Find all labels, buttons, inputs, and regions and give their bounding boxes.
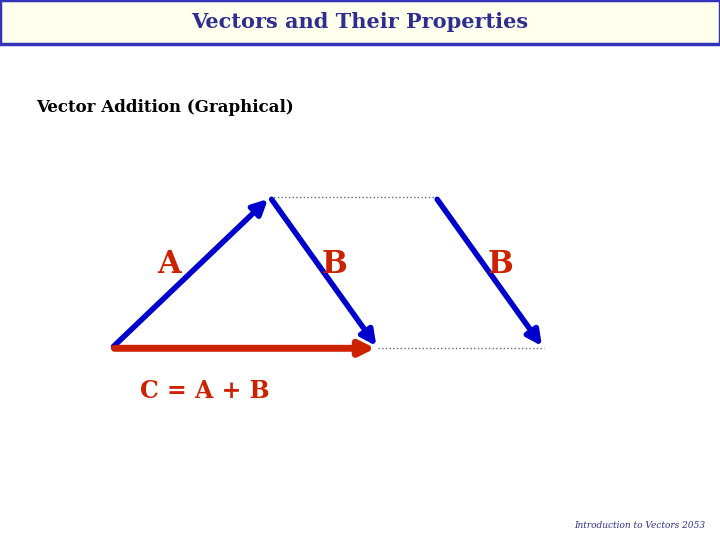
Text: C = A + B: C = A + B <box>140 380 270 403</box>
Text: Vector Addition (Graphical): Vector Addition (Graphical) <box>36 99 294 117</box>
FancyBboxPatch shape <box>0 0 720 44</box>
Text: Vectors and Their Properties: Vectors and Their Properties <box>192 12 528 32</box>
Text: Introduction to Vectors 2053: Introduction to Vectors 2053 <box>575 521 706 530</box>
Text: A: A <box>158 249 181 280</box>
Text: B: B <box>487 249 513 280</box>
Text: B: B <box>322 249 348 280</box>
